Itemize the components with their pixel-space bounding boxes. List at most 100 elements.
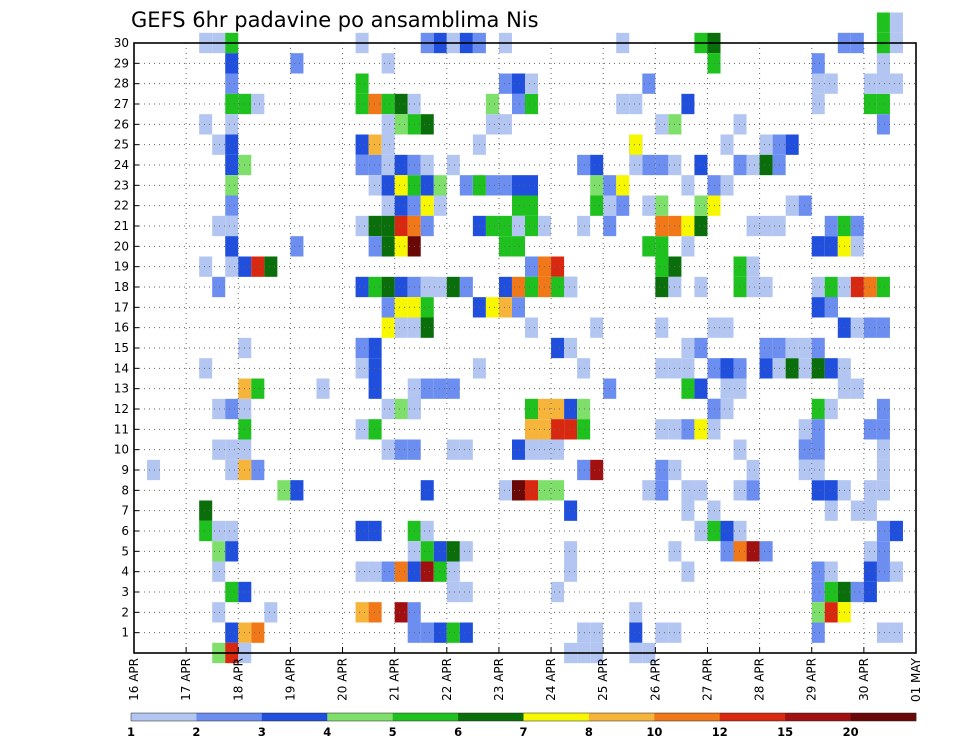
heatmap-cell bbox=[655, 114, 669, 135]
heatmap-cell bbox=[876, 520, 890, 542]
heatmap-cell bbox=[525, 317, 539, 338]
y-tick-label: 7 bbox=[121, 504, 129, 518]
heatmap-cell bbox=[694, 276, 708, 298]
heatmap-cell bbox=[511, 73, 525, 94]
heatmap-cell bbox=[433, 561, 447, 582]
colorbar-label: 15 bbox=[777, 725, 793, 739]
heatmap-cell bbox=[733, 378, 747, 399]
heatmap-cell bbox=[655, 358, 669, 379]
heatmap-cell bbox=[876, 12, 890, 33]
x-tick-label: 26 APR bbox=[648, 658, 662, 701]
heatmap-cell bbox=[420, 114, 434, 135]
heatmap-cell bbox=[485, 297, 499, 318]
heatmap-cell bbox=[525, 480, 539, 501]
colorbar-swatch bbox=[131, 713, 197, 721]
heatmap-cell bbox=[551, 337, 565, 359]
y-tick-label: 20 bbox=[114, 239, 129, 253]
heatmap-cell bbox=[863, 480, 877, 501]
y-tick-label: 11 bbox=[114, 422, 129, 436]
heatmap-cell bbox=[394, 297, 408, 318]
heatmap-cell bbox=[577, 215, 591, 237]
heatmap-cell bbox=[511, 93, 525, 115]
colorbar-swatch bbox=[196, 713, 263, 721]
heatmap-cell bbox=[681, 93, 695, 115]
heatmap-cell bbox=[525, 73, 539, 94]
heatmap-cell bbox=[212, 134, 226, 155]
x-tick-label: 20 APR bbox=[336, 658, 350, 701]
heatmap-cell bbox=[798, 358, 812, 379]
heatmap-cell bbox=[498, 276, 512, 298]
heatmap-cell bbox=[225, 541, 239, 562]
heatmap-cell bbox=[485, 215, 499, 237]
heatmap-cell bbox=[746, 276, 760, 298]
heatmap-cell bbox=[420, 541, 434, 562]
heatmap-cell bbox=[681, 215, 695, 237]
y-tick-label: 27 bbox=[114, 97, 129, 111]
heatmap-cell bbox=[420, 520, 434, 542]
heatmap-cell bbox=[811, 459, 825, 481]
heatmap-cell bbox=[394, 175, 408, 196]
heatmap-cell bbox=[199, 114, 213, 135]
heatmap-cell bbox=[355, 602, 369, 623]
heatmap-cell bbox=[368, 154, 382, 176]
heatmap-cell bbox=[824, 500, 838, 521]
heatmap-cell bbox=[368, 337, 382, 359]
heatmap-cell bbox=[355, 561, 369, 582]
heatmap-cell bbox=[368, 602, 382, 623]
heatmap-cell bbox=[876, 419, 890, 440]
heatmap-cell bbox=[564, 561, 578, 582]
heatmap-cell bbox=[316, 378, 330, 399]
heatmap-cell bbox=[590, 459, 604, 481]
heatmap-cell bbox=[251, 93, 265, 115]
heatmap-cell bbox=[694, 480, 708, 501]
y-tick-label: 19 bbox=[114, 260, 129, 274]
heatmap-cell bbox=[811, 561, 825, 582]
heatmap-cell bbox=[225, 236, 239, 257]
heatmap-cell bbox=[811, 439, 825, 460]
heatmap-cell bbox=[290, 236, 304, 257]
heatmap-cell bbox=[720, 358, 734, 379]
heatmap-cell bbox=[616, 195, 630, 216]
heatmap-cell bbox=[733, 541, 747, 562]
heatmap-cell bbox=[863, 93, 877, 115]
heatmap-cell bbox=[251, 459, 265, 481]
heatmap-cell bbox=[720, 134, 734, 155]
heatmap-cell bbox=[759, 134, 773, 155]
y-tick-label: 1 bbox=[121, 626, 129, 640]
heatmap-cell bbox=[733, 154, 747, 176]
heatmap-cell bbox=[551, 276, 565, 298]
heatmap-cell bbox=[225, 114, 239, 135]
heatmap-cell bbox=[225, 93, 239, 115]
heatmap-cell bbox=[850, 236, 864, 257]
heatmap-cell bbox=[381, 398, 395, 420]
heatmap-cell bbox=[889, 561, 903, 582]
heatmap-cell bbox=[420, 480, 434, 501]
heatmap-cell bbox=[368, 378, 382, 399]
heatmap-cell bbox=[876, 459, 890, 481]
x-tick-label: 28 APR bbox=[753, 658, 767, 701]
heatmap-cell bbox=[498, 114, 512, 135]
heatmap-cell bbox=[733, 358, 747, 379]
heatmap-cell bbox=[381, 134, 395, 155]
heatmap-cell bbox=[811, 93, 825, 115]
heatmap-cell bbox=[655, 622, 669, 643]
heatmap-cell bbox=[355, 73, 369, 94]
heatmap-cell bbox=[225, 256, 239, 277]
y-tick-label: 14 bbox=[114, 361, 129, 375]
heatmap-cell bbox=[212, 520, 226, 542]
colorbar-label: 10 bbox=[646, 725, 662, 739]
heatmap-cell bbox=[251, 378, 265, 399]
heatmap-cell bbox=[694, 215, 708, 237]
heatmap-cell bbox=[551, 419, 565, 440]
heatmap-cell bbox=[655, 256, 669, 277]
heatmap-cell bbox=[251, 622, 265, 643]
heatmap-cell bbox=[694, 520, 708, 542]
y-tick-label: 23 bbox=[114, 178, 129, 192]
y-tick-label: 15 bbox=[114, 341, 129, 355]
heatmap-cell bbox=[733, 480, 747, 501]
heatmap-cell bbox=[876, 114, 890, 135]
heatmap-cell bbox=[850, 581, 864, 603]
heatmap-cell bbox=[876, 561, 890, 582]
heatmap-cell bbox=[720, 398, 734, 420]
y-tick-label: 2 bbox=[121, 605, 129, 619]
